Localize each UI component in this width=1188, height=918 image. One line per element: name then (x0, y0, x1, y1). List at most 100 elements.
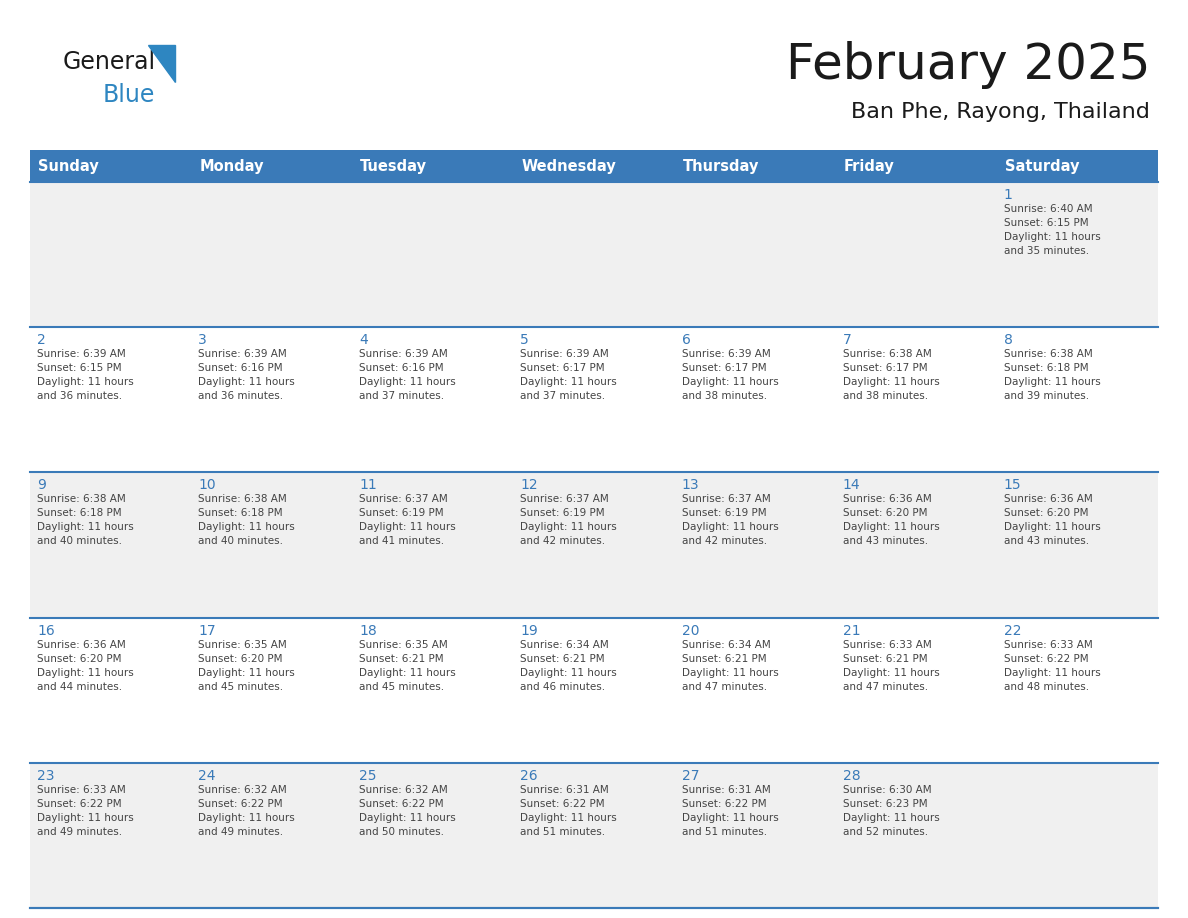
Bar (30, 618, 1158, 763)
Text: 19: 19 (520, 623, 538, 638)
Text: Sunrise: 6:33 AM: Sunrise: 6:33 AM (842, 640, 931, 650)
Text: 4: 4 (359, 333, 368, 347)
Text: Daylight: 11 hours: Daylight: 11 hours (1004, 377, 1100, 387)
Text: 1: 1 (1004, 188, 1012, 202)
Text: Sunrise: 6:33 AM: Sunrise: 6:33 AM (1004, 640, 1093, 650)
Text: 2: 2 (37, 333, 46, 347)
Text: Sunrise: 6:38 AM: Sunrise: 6:38 AM (1004, 349, 1093, 359)
Text: and 52 minutes.: and 52 minutes. (842, 827, 928, 837)
Text: Ban Phe, Rayong, Thailand: Ban Phe, Rayong, Thailand (851, 102, 1150, 122)
Text: Daylight: 11 hours: Daylight: 11 hours (842, 667, 940, 677)
Text: and 47 minutes.: and 47 minutes. (682, 681, 766, 691)
Text: Sunrise: 6:34 AM: Sunrise: 6:34 AM (520, 640, 609, 650)
Text: and 35 minutes.: and 35 minutes. (1004, 246, 1089, 256)
Text: and 38 minutes.: and 38 minutes. (842, 391, 928, 401)
Text: 23: 23 (37, 768, 55, 783)
Text: Daylight: 11 hours: Daylight: 11 hours (198, 667, 295, 677)
Text: Daylight: 11 hours: Daylight: 11 hours (520, 522, 618, 532)
Text: Sunrise: 6:37 AM: Sunrise: 6:37 AM (520, 495, 609, 504)
Text: Daylight: 11 hours: Daylight: 11 hours (842, 377, 940, 387)
Text: Sunrise: 6:38 AM: Sunrise: 6:38 AM (842, 349, 931, 359)
Text: Daylight: 11 hours: Daylight: 11 hours (520, 377, 618, 387)
Bar (997, 150, 1158, 182)
Text: Daylight: 11 hours: Daylight: 11 hours (37, 377, 134, 387)
Text: and 37 minutes.: and 37 minutes. (520, 391, 606, 401)
Bar (353, 150, 513, 182)
Text: and 45 minutes.: and 45 minutes. (359, 681, 444, 691)
Text: and 47 minutes.: and 47 minutes. (842, 681, 928, 691)
Text: 21: 21 (842, 623, 860, 638)
Text: Sunset: 6:18 PM: Sunset: 6:18 PM (1004, 364, 1088, 374)
Text: Monday: Monday (200, 159, 264, 174)
Text: 27: 27 (682, 768, 699, 783)
Text: Daylight: 11 hours: Daylight: 11 hours (520, 667, 618, 677)
Text: Daylight: 11 hours: Daylight: 11 hours (37, 667, 134, 677)
Text: 18: 18 (359, 623, 377, 638)
Text: 7: 7 (842, 333, 852, 347)
Text: Sunset: 6:18 PM: Sunset: 6:18 PM (198, 509, 283, 519)
Text: Daylight: 11 hours: Daylight: 11 hours (682, 522, 778, 532)
Text: Sunset: 6:21 PM: Sunset: 6:21 PM (682, 654, 766, 664)
Text: Sunset: 6:17 PM: Sunset: 6:17 PM (682, 364, 766, 374)
Text: 12: 12 (520, 478, 538, 492)
Text: Sunset: 6:15 PM: Sunset: 6:15 PM (1004, 218, 1088, 228)
Text: and 39 minutes.: and 39 minutes. (1004, 391, 1089, 401)
Text: 16: 16 (37, 623, 55, 638)
Text: Sunrise: 6:34 AM: Sunrise: 6:34 AM (682, 640, 770, 650)
Text: Daylight: 11 hours: Daylight: 11 hours (359, 522, 456, 532)
Text: and 45 minutes.: and 45 minutes. (198, 681, 283, 691)
Text: 11: 11 (359, 478, 377, 492)
Bar (30, 473, 1158, 618)
Text: 6: 6 (682, 333, 690, 347)
Text: Sunset: 6:21 PM: Sunset: 6:21 PM (842, 654, 928, 664)
Text: Sunrise: 6:39 AM: Sunrise: 6:39 AM (682, 349, 770, 359)
Text: 26: 26 (520, 768, 538, 783)
Text: Sunrise: 6:39 AM: Sunrise: 6:39 AM (520, 349, 609, 359)
Text: Sunset: 6:20 PM: Sunset: 6:20 PM (198, 654, 283, 664)
Text: Sunrise: 6:32 AM: Sunrise: 6:32 AM (359, 785, 448, 795)
Text: General: General (63, 50, 156, 74)
Text: Sunrise: 6:33 AM: Sunrise: 6:33 AM (37, 785, 126, 795)
Text: Sunset: 6:16 PM: Sunset: 6:16 PM (198, 364, 283, 374)
Text: and 36 minutes.: and 36 minutes. (198, 391, 283, 401)
Text: 28: 28 (842, 768, 860, 783)
Text: 24: 24 (198, 768, 216, 783)
Text: 15: 15 (1004, 478, 1022, 492)
Bar (835, 150, 997, 182)
Text: and 40 minutes.: and 40 minutes. (198, 536, 283, 546)
Text: Sunrise: 6:39 AM: Sunrise: 6:39 AM (198, 349, 286, 359)
Text: Daylight: 11 hours: Daylight: 11 hours (520, 812, 618, 823)
Text: 20: 20 (682, 623, 699, 638)
Text: and 49 minutes.: and 49 minutes. (37, 827, 122, 837)
Text: and 44 minutes.: and 44 minutes. (37, 681, 122, 691)
Text: and 46 minutes.: and 46 minutes. (520, 681, 606, 691)
Bar (30, 182, 1158, 327)
Text: February 2025: February 2025 (785, 41, 1150, 89)
Text: and 36 minutes.: and 36 minutes. (37, 391, 122, 401)
Text: Daylight: 11 hours: Daylight: 11 hours (682, 667, 778, 677)
Text: Sunset: 6:22 PM: Sunset: 6:22 PM (359, 799, 444, 809)
Text: Daylight: 11 hours: Daylight: 11 hours (359, 667, 456, 677)
Bar (30, 327, 1158, 473)
Text: Daylight: 11 hours: Daylight: 11 hours (1004, 667, 1100, 677)
Text: Sunrise: 6:39 AM: Sunrise: 6:39 AM (37, 349, 126, 359)
Text: Daylight: 11 hours: Daylight: 11 hours (198, 812, 295, 823)
Text: Sunset: 6:18 PM: Sunset: 6:18 PM (37, 509, 121, 519)
Text: Sunset: 6:22 PM: Sunset: 6:22 PM (37, 799, 121, 809)
Text: and 43 minutes.: and 43 minutes. (1004, 536, 1089, 546)
Text: Blue: Blue (103, 83, 156, 107)
Text: and 51 minutes.: and 51 minutes. (520, 827, 606, 837)
Text: Sunset: 6:21 PM: Sunset: 6:21 PM (359, 654, 444, 664)
Text: and 40 minutes.: and 40 minutes. (37, 536, 122, 546)
Text: and 38 minutes.: and 38 minutes. (682, 391, 766, 401)
Text: Daylight: 11 hours: Daylight: 11 hours (359, 377, 456, 387)
Text: Sunrise: 6:37 AM: Sunrise: 6:37 AM (682, 495, 770, 504)
Text: Daylight: 11 hours: Daylight: 11 hours (1004, 232, 1100, 242)
Text: Sunrise: 6:31 AM: Sunrise: 6:31 AM (682, 785, 770, 795)
Text: Sunrise: 6:39 AM: Sunrise: 6:39 AM (359, 349, 448, 359)
Text: and 42 minutes.: and 42 minutes. (682, 536, 766, 546)
Text: 13: 13 (682, 478, 700, 492)
Text: Sunrise: 6:31 AM: Sunrise: 6:31 AM (520, 785, 609, 795)
Text: Sunset: 6:19 PM: Sunset: 6:19 PM (359, 509, 444, 519)
Text: Daylight: 11 hours: Daylight: 11 hours (842, 522, 940, 532)
